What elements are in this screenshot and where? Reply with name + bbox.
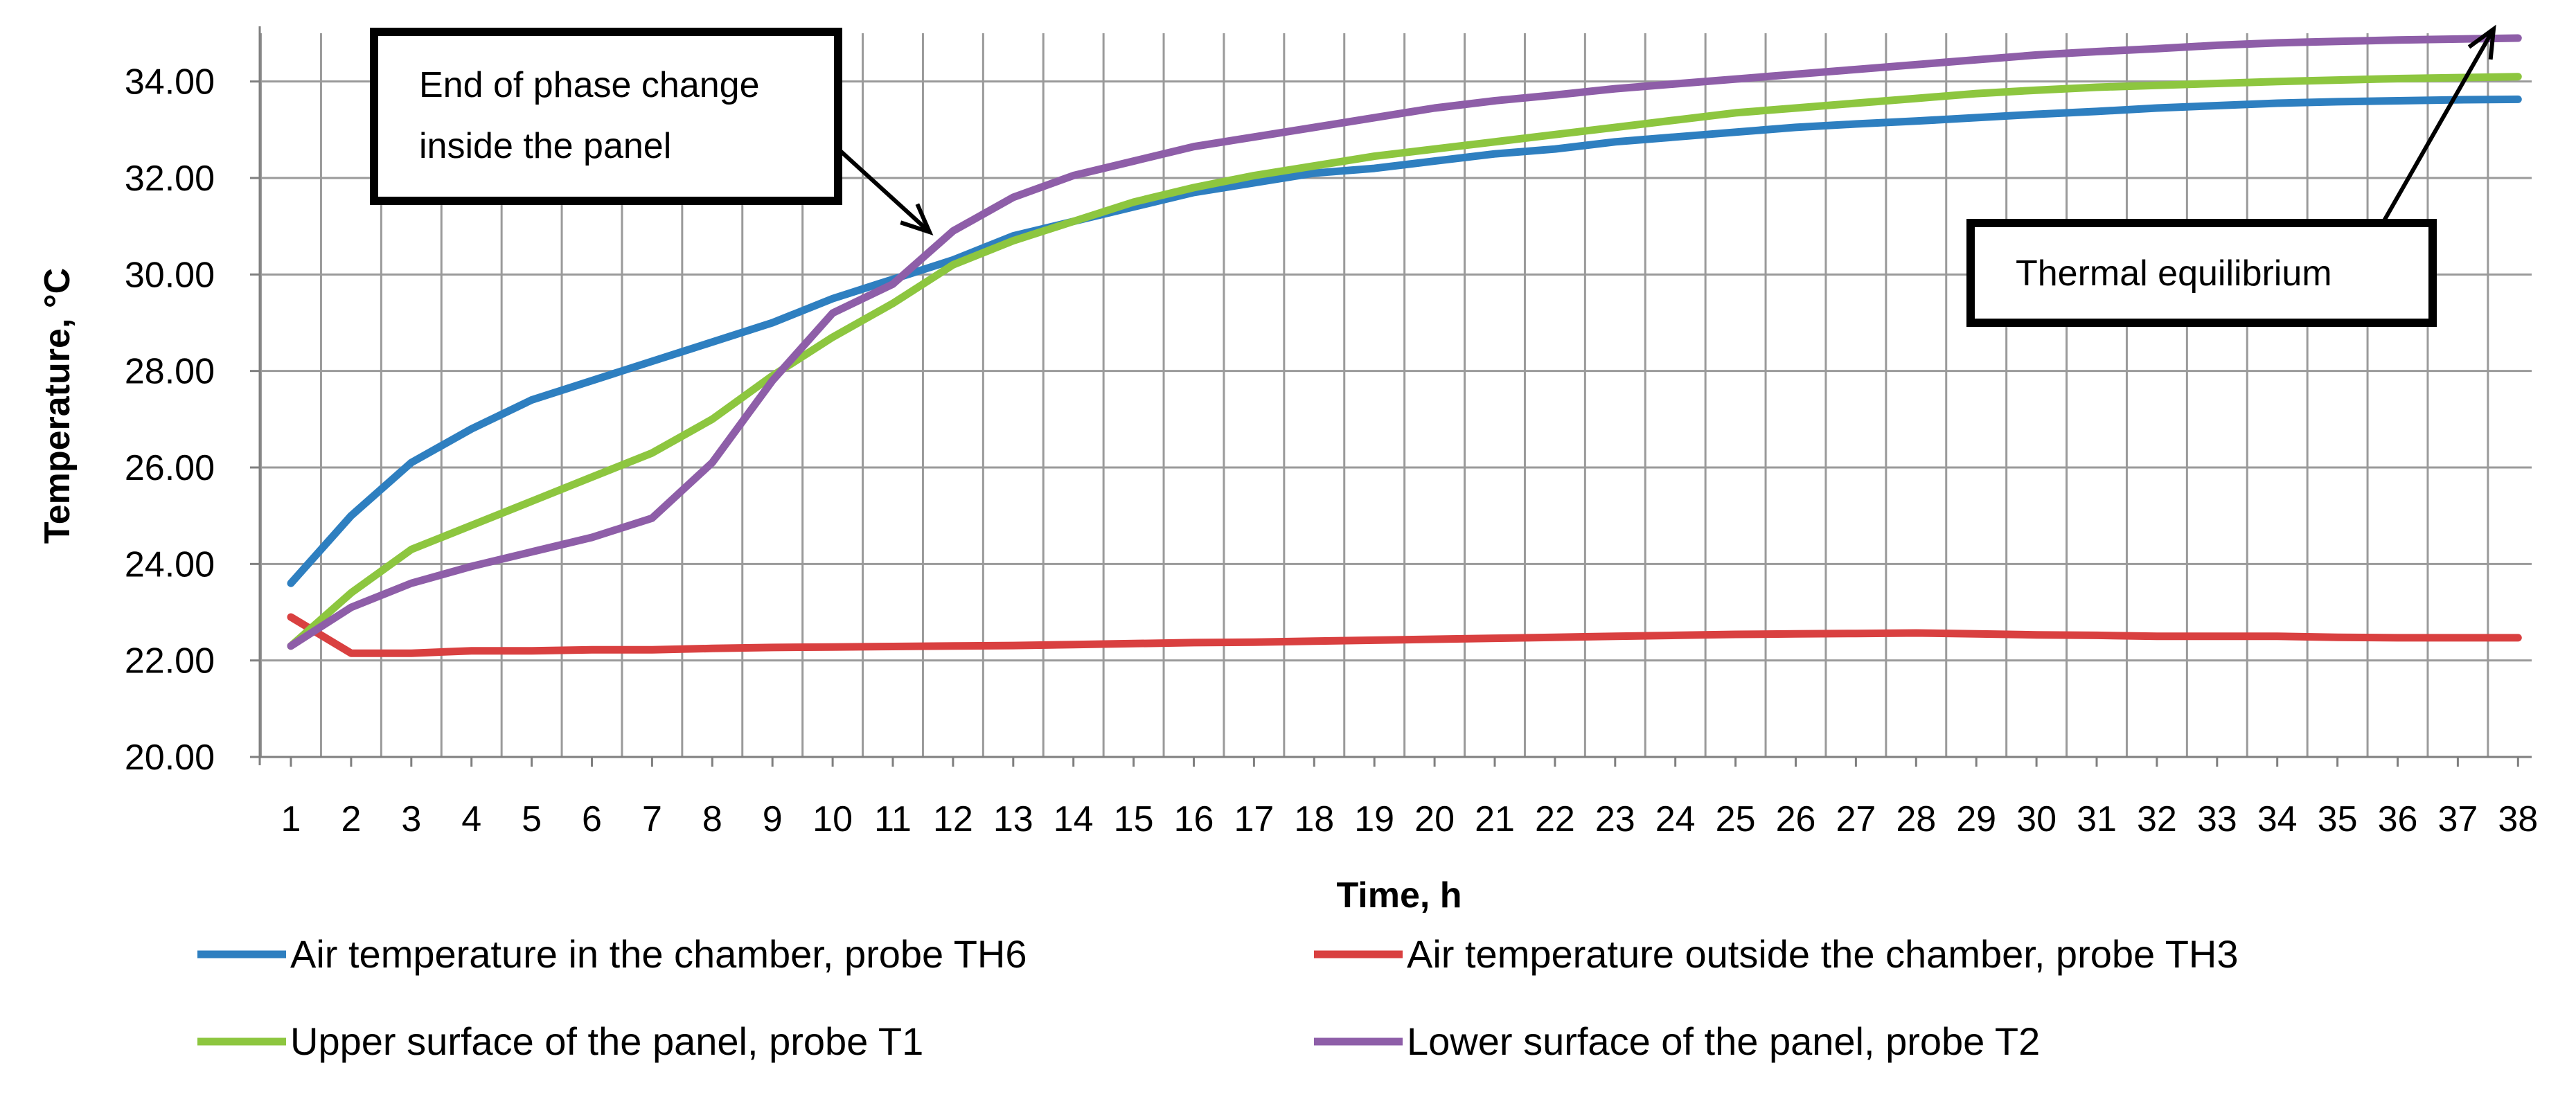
series-line-4 [287,34,2522,650]
x-tick-label: 36 [2378,799,2418,839]
x-tick-label: 34 [2257,799,2298,839]
y-tick-label: 20.00 [125,738,215,778]
y-tick-label: 34.00 [125,62,215,102]
x-tick-label: 10 [812,799,853,839]
x-tick-label: 4 [461,799,481,839]
y-tick-label: 30.00 [125,255,215,295]
x-tick-label: 11 [874,799,912,839]
x-tick-label: 16 [1174,799,1214,839]
x-tick-label: 17 [1234,799,1274,839]
x-tick-label: 31 [2077,799,2117,839]
x-tick-label: 13 [993,799,1033,839]
annotation-arrow-phase-change [836,147,932,234]
legend-label-4: Lower surface of the panel, probe T2 [1407,1019,2040,1063]
x-tick-label: 7 [642,799,662,839]
annotation-text-thermal-equilibrium: Thermal equilibrium [2016,253,2332,294]
annotation-text-phase-change: End of phase change [419,65,760,105]
x-tick-label: 6 [582,799,602,839]
x-tick-label: 5 [522,799,542,839]
legend-label-3: Upper surface of the panel, probe T1 [290,1019,923,1063]
axes: 20.00 22.00 24.00 26.00 28.00 30.00 32.00 34.00… [125,26,2538,839]
x-tick-label: 38 [2498,799,2538,839]
annotation-arrowhead-thermal-equilibrium [2467,24,2496,60]
y-tick-label: 26.00 [125,448,215,488]
x-axis-title: Time, h [1336,875,1462,916]
x-tick-label: 3 [401,799,421,839]
x-tick-label: 21 [1475,799,1515,839]
y-tick-label: 32.00 [125,159,215,199]
annotation-text-phase-change: inside the panel [419,126,671,166]
annotation-box-phase-change [370,28,842,205]
legend-label-1: Air temperature in the chamber, probe TH… [290,932,1027,976]
x-tick-label: 26 [1776,799,1816,839]
series-line-3 [287,73,2522,650]
annotations: End of phase change inside the panel Therm… [370,24,2496,327]
x-tick-label: 19 [1354,799,1394,839]
x-tick-label: 25 [1716,799,1756,839]
x-tick-label: 37 [2437,799,2478,839]
annotation-arrowhead-phase-change [900,203,934,235]
x-tick-label: 33 [2197,799,2237,839]
x-tick-label: 32 [2137,799,2177,839]
x-tick-label: 8 [702,799,722,839]
x-tick-label: 2 [341,799,361,839]
x-tick-label: 29 [1956,799,1996,839]
x-tick-label: 9 [763,799,783,839]
x-tick-label: 12 [933,799,973,839]
series-lines [287,34,2522,657]
series-line-2 [287,613,2522,657]
y-tick-label: 24.00 [125,544,215,585]
x-tick-label: 1 [281,799,301,839]
x-tick-label: 18 [1294,799,1334,839]
x-tick-label: 30 [2016,799,2057,839]
y-axis-title: Temperature, °C [37,268,78,544]
x-tick-label: 27 [1836,799,1876,839]
series-line-1 [287,95,2522,587]
annotation-arrow-thermal-equilibrium [2381,28,2496,224]
legend: Air temperature in the chamber, probe TH… [197,932,2239,1063]
x-tick-label: 15 [1114,799,1154,839]
x-tick-label: 24 [1655,799,1696,839]
x-tick-label: 20 [1414,799,1455,839]
y-tick-label: 22.00 [125,641,215,681]
x-tick-label: 28 [1896,799,1936,839]
y-tick-label: 28.00 [125,352,215,392]
annotation-box-thermal-equilibrium [1966,219,2437,327]
x-tick-label: 35 [2318,799,2358,839]
legend-label-2: Air temperature outside the chamber, pro… [1407,932,2239,976]
x-tick-label: 14 [1054,799,1094,839]
x-tick-label: 23 [1595,799,1635,839]
x-tick-label: 22 [1535,799,1575,839]
